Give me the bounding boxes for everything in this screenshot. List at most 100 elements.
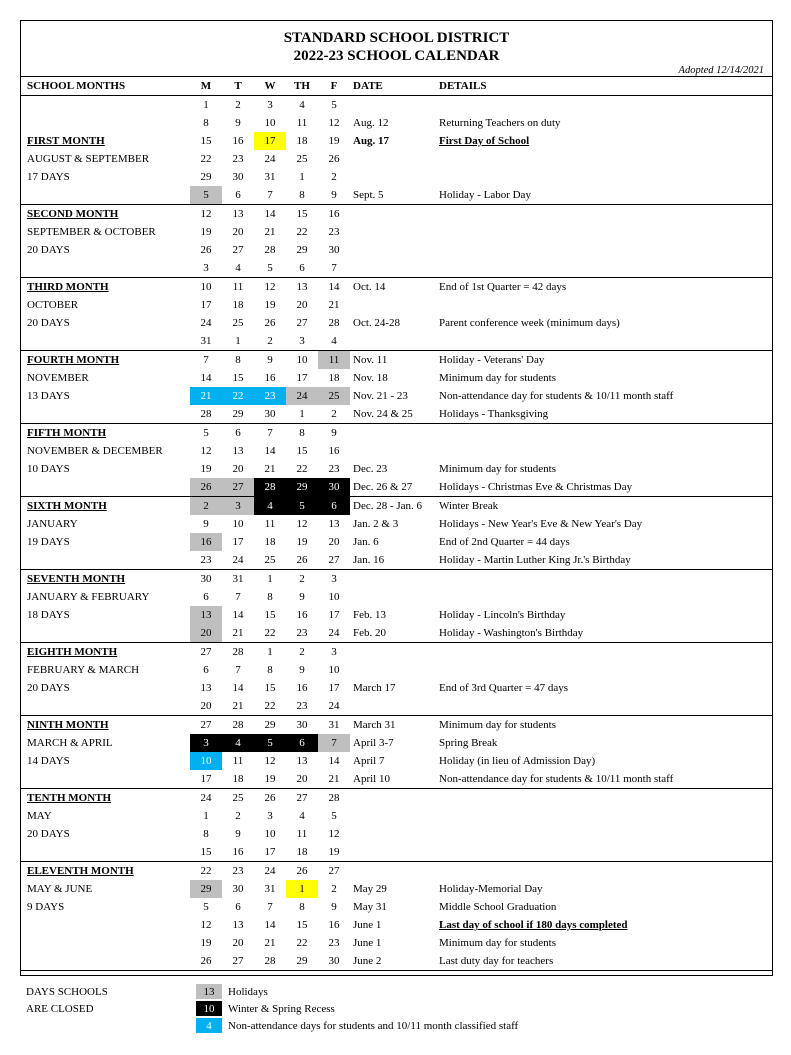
day-cell: 28 [254, 952, 286, 971]
table-row: 28293012Nov. 24 & 25Holidays - Thanksgiv… [21, 405, 772, 424]
details-cell [436, 843, 772, 862]
month-cell: 14 DAYS [21, 752, 190, 770]
day-cell: 16 [286, 606, 318, 624]
date-cell [350, 241, 436, 259]
day-cell: 22 [286, 460, 318, 478]
details-cell [436, 150, 772, 168]
date-cell [350, 570, 436, 589]
district-title: STANDARD SCHOOL DISTRICT [21, 29, 772, 47]
day-cell: 7 [318, 734, 350, 752]
table-row: FIRST MONTH1516171819Aug. 17First Day of… [21, 132, 772, 150]
table-row: THIRD MONTH1011121314Oct. 14End of 1st Q… [21, 278, 772, 297]
day-cell: 23 [222, 862, 254, 881]
day-cell: 21 [318, 296, 350, 314]
col-m: M [190, 77, 222, 96]
day-cell: 22 [190, 150, 222, 168]
details-cell: Holiday - Martin Luther King Jr.'s Birth… [436, 551, 772, 570]
day-cell: 9 [318, 898, 350, 916]
adopted-date: Adopted 12/14/2021 [21, 65, 772, 76]
table-row: 1516171819 [21, 843, 772, 862]
table-row: NOVEMBER1415161718Nov. 18Minimum day for… [21, 369, 772, 387]
table-row: FEBRUARY & MARCH678910 [21, 661, 772, 679]
day-cell: 4 [318, 332, 350, 351]
day-cell: 26 [190, 478, 222, 497]
legend-label-2: ARE CLOSED [20, 1003, 196, 1015]
table-row: FIFTH MONTH56789 [21, 424, 772, 443]
day-cell: 5 [254, 259, 286, 278]
table-row: MAY12345 [21, 807, 772, 825]
day-cell: 13 [286, 278, 318, 297]
day-cell: 20 [222, 934, 254, 952]
day-cell: 10 [254, 825, 286, 843]
day-cell: 2 [222, 807, 254, 825]
day-cell: 1 [190, 96, 222, 115]
date-cell [350, 296, 436, 314]
day-cell: 4 [222, 734, 254, 752]
day-cell: 29 [286, 241, 318, 259]
day-cell: 9 [318, 424, 350, 443]
table-row: MARCH & APRIL34567April 3-7Spring Break [21, 734, 772, 752]
table-row: JANUARY & FEBRUARY678910 [21, 588, 772, 606]
day-cell: 30 [222, 880, 254, 898]
month-cell: FIFTH MONTH [21, 424, 190, 443]
date-cell: Nov. 18 [350, 369, 436, 387]
table-row: 311234 [21, 332, 772, 351]
day-cell: 6 [190, 588, 222, 606]
day-cell: 22 [222, 387, 254, 405]
table-row: 56789Sept. 5Holiday - Labor Day [21, 186, 772, 205]
details-cell: Non-attendance day for students & 10/11 … [436, 387, 772, 405]
date-cell [350, 789, 436, 808]
details-cell [436, 241, 772, 259]
day-cell: 10 [190, 752, 222, 770]
table-row: 17 DAYS29303112 [21, 168, 772, 186]
calendar-table: SCHOOL MONTHS M T W TH F DATE DETAILS 12… [21, 76, 772, 971]
date-cell [350, 332, 436, 351]
day-cell: 25 [286, 150, 318, 168]
day-cell: 14 [222, 606, 254, 624]
date-cell [350, 661, 436, 679]
day-cell: 29 [286, 952, 318, 971]
day-cell: 10 [286, 351, 318, 370]
table-row: 89101112Aug. 12Returning Teachers on dut… [21, 114, 772, 132]
col-f: F [318, 77, 350, 96]
month-cell: TENTH MONTH [21, 789, 190, 808]
table-row: FOURTH MONTH7891011Nov. 11Holiday - Vete… [21, 351, 772, 370]
date-cell: April 10 [350, 770, 436, 789]
month-cell: JANUARY & FEBRUARY [21, 588, 190, 606]
date-cell: Aug. 17 [350, 132, 436, 150]
day-cell: 24 [222, 551, 254, 570]
day-cell: 12 [286, 515, 318, 533]
day-cell: 21 [254, 934, 286, 952]
day-cell: 24 [286, 387, 318, 405]
details-cell: End of 2nd Quarter = 44 days [436, 533, 772, 551]
day-cell: 13 [222, 205, 254, 224]
day-cell: 27 [318, 551, 350, 570]
day-cell: 18 [222, 770, 254, 789]
day-cell: 2 [286, 570, 318, 589]
day-cell: 16 [286, 679, 318, 697]
col-date: DATE [350, 77, 436, 96]
day-cell: 23 [286, 697, 318, 716]
details-cell [436, 442, 772, 460]
month-cell: JANUARY [21, 515, 190, 533]
day-cell: 26 [190, 241, 222, 259]
day-cell: 7 [190, 351, 222, 370]
day-cell: 21 [254, 223, 286, 241]
month-cell: NOVEMBER [21, 369, 190, 387]
day-cell: 15 [286, 916, 318, 934]
day-cell: 21 [254, 460, 286, 478]
date-cell: Jan. 6 [350, 533, 436, 551]
day-cell: 9 [286, 588, 318, 606]
month-cell: 19 DAYS [21, 533, 190, 551]
day-cell: 24 [190, 314, 222, 332]
day-cell: 8 [222, 351, 254, 370]
month-cell [21, 551, 190, 570]
day-cell: 16 [222, 132, 254, 150]
details-cell: Minimum day for students [436, 460, 772, 478]
table-row: 19 DAYS1617181920Jan. 6End of 2nd Quarte… [21, 533, 772, 551]
month-cell [21, 697, 190, 716]
day-cell: 26 [318, 150, 350, 168]
day-cell: 14 [318, 278, 350, 297]
day-cell: 1 [222, 332, 254, 351]
table-row: 1920212223June 1Minimum day for students [21, 934, 772, 952]
